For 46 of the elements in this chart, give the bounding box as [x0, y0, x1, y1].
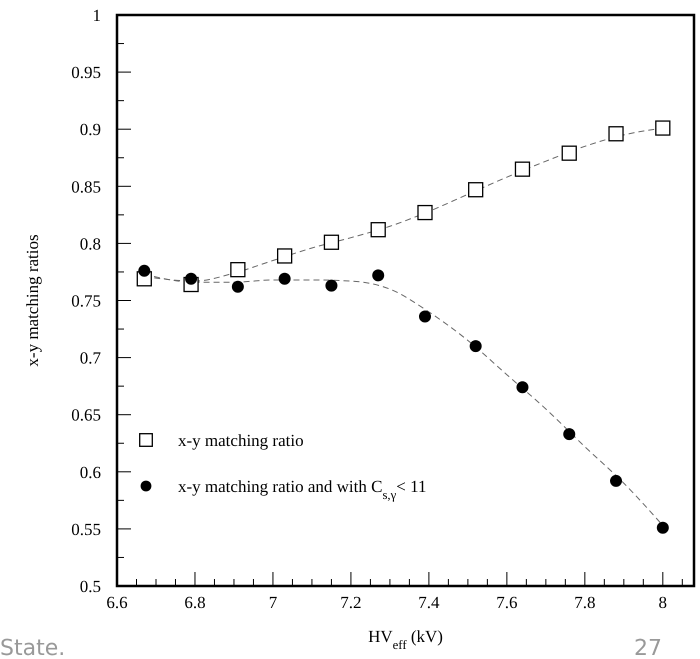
point: [417, 204, 433, 220]
y-tick-label: 0.8: [80, 234, 101, 254]
x-tick-label: 7.4: [418, 593, 440, 612]
y-tick-label: 0.65: [71, 406, 101, 425]
point: [608, 126, 624, 142]
point: [278, 272, 291, 285]
point: [372, 269, 384, 282]
point: [562, 146, 577, 161]
point: [138, 264, 150, 277]
y-tick-label: 0.95: [71, 63, 101, 82]
y-tick-label: 0.7: [80, 348, 102, 368]
y-tick-label: 0.9: [80, 120, 101, 140]
y-tick-label: 0.6: [80, 462, 101, 482]
point: [468, 182, 484, 198]
x-tick-label: 7: [268, 593, 278, 612]
point: [324, 234, 340, 250]
x-tick-label: 6.6: [106, 593, 128, 612]
x-axis-title: HV$_{eff}$ (kV): [368, 627, 443, 652]
point: [276, 248, 292, 264]
point: [563, 428, 576, 440]
text: State.: [0, 636, 66, 659]
point: [655, 120, 670, 136]
y-tick-label: 0.5: [80, 577, 101, 596]
x-tick-label: 8: [658, 593, 668, 612]
point: [232, 280, 244, 293]
point: [325, 280, 338, 292]
y-tick-label: 0.85: [71, 177, 101, 196]
y-tick-label: 0.55: [71, 520, 101, 539]
legend-label: x-y matching ratio and with C$_{s,γ}$< 11: [178, 477, 426, 502]
point: [418, 310, 431, 322]
point: [610, 474, 622, 487]
point: [370, 222, 386, 238]
point: [516, 381, 528, 394]
x-tick-label: 7.2: [340, 593, 362, 612]
y-tick-label: 1: [92, 6, 101, 25]
legend-label: x-y matching ratio: [178, 431, 304, 450]
point: [514, 162, 530, 177]
point: [230, 262, 246, 278]
x-tick-label: 6.8: [184, 593, 206, 612]
y-tick-label: 0.75: [71, 292, 101, 310]
y-axis-title: x-y matching ratios: [23, 234, 42, 367]
x-tick-label: 7.8: [574, 593, 596, 612]
x-tick-label: 7.6: [496, 593, 518, 612]
text: 27: [634, 636, 662, 659]
point: [656, 522, 669, 534]
point: [470, 340, 482, 352]
